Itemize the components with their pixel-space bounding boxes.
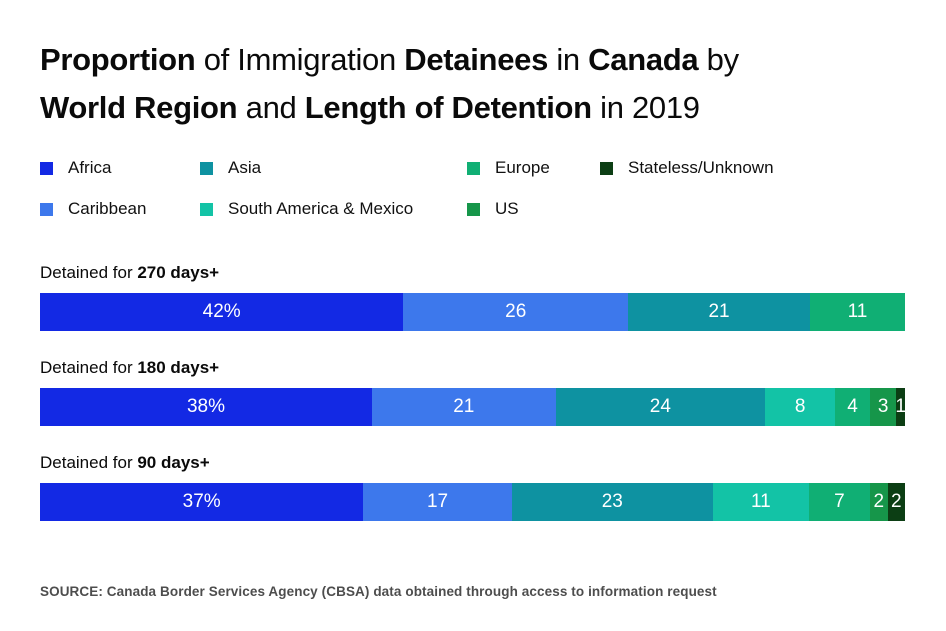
bar-row: Detained for 180 days+ 38% 21 24 8 4 3 1 [40, 358, 906, 426]
stacked-bar: 42% 26 21 11 [40, 293, 906, 331]
title-segment: Detainees [404, 42, 549, 77]
bar-segment: 1 [895, 388, 906, 426]
segment-value-label: 24 [649, 396, 671, 417]
segment-value-label: 21 [708, 301, 730, 322]
legend: Africa Asia Europe Stateless/Unknown Caribbe… [40, 158, 905, 219]
legend-label: US [495, 199, 519, 218]
segment-value-label: 8 [794, 396, 806, 417]
bar-segment: 17 [363, 483, 512, 521]
legend-swatch-icon [40, 202, 53, 216]
segment-value-label: 37% [182, 491, 221, 512]
bar-row-label-prefix: Detained for [40, 263, 138, 282]
title-segment: in [548, 42, 589, 77]
bar-segment: 11 [809, 293, 906, 331]
bar-row-label-duration: 270 days+ [137, 263, 220, 282]
bar-row-label-prefix: Detained for [40, 358, 138, 377]
stacked-bar: 37% 17 23 11 7 2 2 [40, 483, 905, 521]
segment-value-label: 4 [847, 396, 858, 417]
legend-row: Africa Asia Europe Stateless/Unknown [40, 158, 905, 178]
bar-segment: 26 [403, 293, 629, 331]
title-segment: in 2019 [591, 90, 700, 125]
bar-chart: Detained for 270 days+ 42% 26 21 11 Detained … [40, 263, 906, 521]
title-segment: by [698, 42, 739, 77]
bar-segment: 42% [40, 293, 404, 331]
segment-value-label: 11 [750, 491, 771, 512]
title-segment: World Region [40, 90, 238, 125]
bar-row: Detained for 90 days+ 37% 17 23 11 7 2 2 [40, 453, 905, 521]
legend-label: Caribbean [68, 199, 147, 218]
bar-row-label-duration: 180 days+ [137, 358, 220, 377]
legend-item: Asia [200, 158, 467, 178]
bar-row-label: Detained for 180 days+ [40, 358, 905, 378]
bar-segment: 21 [372, 388, 556, 426]
legend-swatch-icon [200, 161, 213, 175]
title-segment: Proportion [40, 42, 196, 77]
segment-value-label: 17 [426, 491, 449, 512]
legend-item: Caribbean [40, 199, 200, 219]
legend-swatch-icon [467, 161, 480, 175]
segment-value-label: 1 [895, 396, 906, 417]
legend-label: Asia [228, 158, 262, 177]
segment-value-label: 23 [601, 491, 623, 512]
title-segment: Length of Detention [304, 90, 592, 125]
segment-value-label: 2 [890, 491, 902, 512]
bar-segment: 38% [40, 388, 373, 426]
segment-value-label: 38% [186, 396, 226, 417]
bar-row-label: Detained for 270 days+ [40, 263, 905, 283]
legend-swatch-icon [200, 202, 213, 216]
legend-item: Stateless/Unknown [600, 158, 905, 178]
bar-segment: 4 [835, 388, 871, 426]
legend-swatch-icon [600, 161, 613, 175]
legend-item: Africa [40, 158, 200, 178]
bar-segment: 2 [887, 483, 905, 521]
bar-segment: 7 [808, 483, 871, 521]
bar-row-label-duration: 90 days+ [137, 453, 210, 472]
segment-value-label: 3 [877, 396, 889, 417]
legend-row: Caribbean South America & Mexico US [40, 199, 905, 219]
legend-item: US [467, 199, 600, 219]
bar-row: Detained for 270 days+ 42% 26 21 11 [40, 263, 906, 331]
title-segment: and [237, 90, 305, 125]
bar-segment: 3 [870, 388, 897, 426]
bar-segment: 11 [712, 483, 809, 521]
bar-segment: 2 [870, 483, 888, 521]
legend-swatch-icon [40, 161, 53, 175]
bar-segment: 21 [628, 293, 810, 331]
bar-segment: 23 [511, 483, 713, 521]
bar-segment: 24 [555, 388, 766, 426]
segment-value-label: 26 [505, 301, 527, 322]
segment-value-label: 21 [453, 396, 475, 417]
source-note: SOURCE: Canada Border Services Agency (C… [40, 584, 717, 599]
segment-value-label: 42% [202, 301, 241, 322]
legend-item: Europe [467, 158, 600, 178]
stacked-bar: 38% 21 24 8 4 3 1 [40, 388, 906, 426]
legend-item: South America & Mexico [200, 199, 467, 219]
bar-segment: 8 [765, 388, 836, 426]
segment-value-label: 7 [834, 491, 845, 512]
legend-label: Stateless/Unknown [628, 158, 774, 177]
legend-swatch-icon [467, 202, 480, 216]
title-segment: of Immigration [195, 42, 405, 77]
title-segment: Canada [588, 42, 699, 77]
bar-row-label-prefix: Detained for [40, 453, 138, 472]
legend-label: South America & Mexico [228, 199, 414, 218]
segment-value-label: 11 [847, 301, 868, 322]
legend-label: Europe [495, 158, 550, 177]
chart-title: Proportion of Immigration Detainees in C… [40, 36, 905, 132]
segment-value-label: 2 [873, 491, 885, 512]
bar-row-label: Detained for 90 days+ [40, 453, 905, 473]
legend-label: Africa [68, 158, 112, 177]
bar-segment: 37% [40, 483, 364, 521]
